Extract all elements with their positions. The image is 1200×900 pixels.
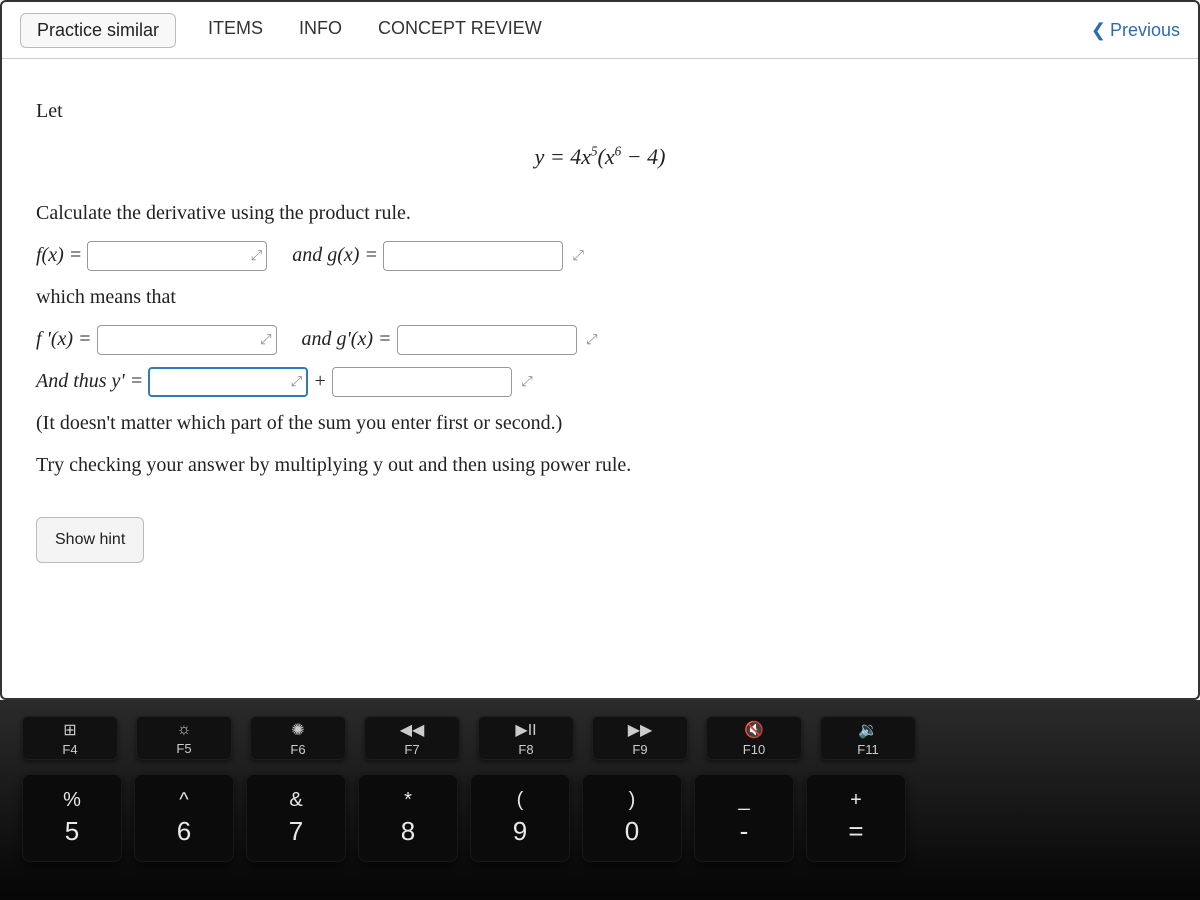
reveal-icon[interactable]: ⤢ (260, 327, 271, 352)
input-g-of-x[interactable]: ⤢ (383, 241, 563, 271)
check-text: Try checking your answer by multiplying … (36, 447, 1164, 483)
key-f6: ✺F6 (250, 716, 346, 760)
reveal-icon[interactable]: ⤢ (586, 327, 597, 352)
number-key-row: %5^6&7*8(9)0_-+= (0, 770, 1200, 866)
chevron-left-icon: ❮ (1091, 20, 1106, 41)
note-text: (It doesn't matter which part of the sum… (36, 405, 1164, 441)
key-f5: ☼F5 (136, 716, 232, 760)
reveal-icon[interactable]: ⤢ (522, 369, 533, 394)
key-f10: 🔇F10 (706, 716, 802, 760)
key-f11: 🔉F11 (820, 716, 916, 760)
key-9: (9 (470, 774, 570, 862)
line-y-prime: And thus y' = ⤢ + ⤢ (36, 363, 1164, 399)
previous-link[interactable]: ❮ Previous (1091, 20, 1180, 41)
input-y-prime-term2[interactable]: ⤢ (332, 367, 512, 397)
fpx-label: f '(x) = (36, 328, 97, 350)
input-g-prime[interactable]: ⤢ (397, 325, 577, 355)
line-f-g: f(x) = ⤢ and g(x) = ⤢ (36, 237, 1164, 273)
line-fp-gp: f '(x) = ⤢ and g'(x) = ⤢ (36, 321, 1164, 357)
previous-label: Previous (1110, 20, 1180, 41)
reveal-icon[interactable]: ⤢ (291, 369, 302, 394)
key-0: )0 (582, 774, 682, 862)
key-f4: ⊞F4 (22, 716, 118, 760)
tab-info[interactable]: INFO (295, 12, 346, 48)
tab-items[interactable]: ITEMS (204, 12, 267, 48)
key-=: += (806, 774, 906, 862)
input-f-of-x[interactable]: ⤢ (87, 241, 267, 271)
let-label: Let (36, 93, 1164, 129)
reveal-icon[interactable]: ⤢ (573, 243, 584, 268)
key-5: %5 (22, 774, 122, 862)
which-means-label: which means that (36, 279, 1164, 315)
plus-sign: + (313, 370, 332, 392)
key-f7: ◀◀F7 (364, 716, 460, 760)
gpx-label: and g'(x) = (302, 328, 397, 350)
problem-content: Let y = 4x5(x6 − 4) Calculate the deriva… (2, 59, 1198, 698)
key-7: &7 (246, 774, 346, 862)
top-bar: Practice similar ITEMS INFO CONCEPT REVI… (2, 2, 1198, 59)
function-key-row: ⊞F4 ☼F5 ✺F6 ◀◀F7 ▶IIF8 ▶▶F9 🔇F10 🔉F11 (0, 710, 1200, 770)
instruction-text: Calculate the derivative using the produ… (36, 195, 1164, 231)
key-f9: ▶▶F9 (592, 716, 688, 760)
app-screen: Practice similar ITEMS INFO CONCEPT REVI… (0, 0, 1200, 700)
thus-label: And thus y' = (36, 370, 148, 392)
key-8: *8 (358, 774, 458, 862)
practice-similar-button[interactable]: Practice similar (20, 13, 176, 48)
fx-label: f(x) = (36, 244, 87, 266)
key-6: ^6 (134, 774, 234, 862)
given-equation: y = 4x5(x6 − 4) (36, 137, 1164, 177)
physical-keyboard: ⊞F4 ☼F5 ✺F6 ◀◀F7 ▶IIF8 ▶▶F9 🔇F10 🔉F11 %5^6&7*8(… (0, 700, 1200, 900)
input-y-prime-term1[interactable]: ⤢ (148, 367, 308, 397)
tab-concept-review[interactable]: CONCEPT REVIEW (374, 12, 546, 48)
gx-label: and g(x) = (292, 244, 383, 266)
key-f8: ▶IIF8 (478, 716, 574, 760)
show-hint-button[interactable]: Show hint (36, 517, 144, 564)
key--: _- (694, 774, 794, 862)
input-f-prime[interactable]: ⤢ (97, 325, 277, 355)
reveal-icon[interactable]: ⤢ (251, 243, 262, 268)
